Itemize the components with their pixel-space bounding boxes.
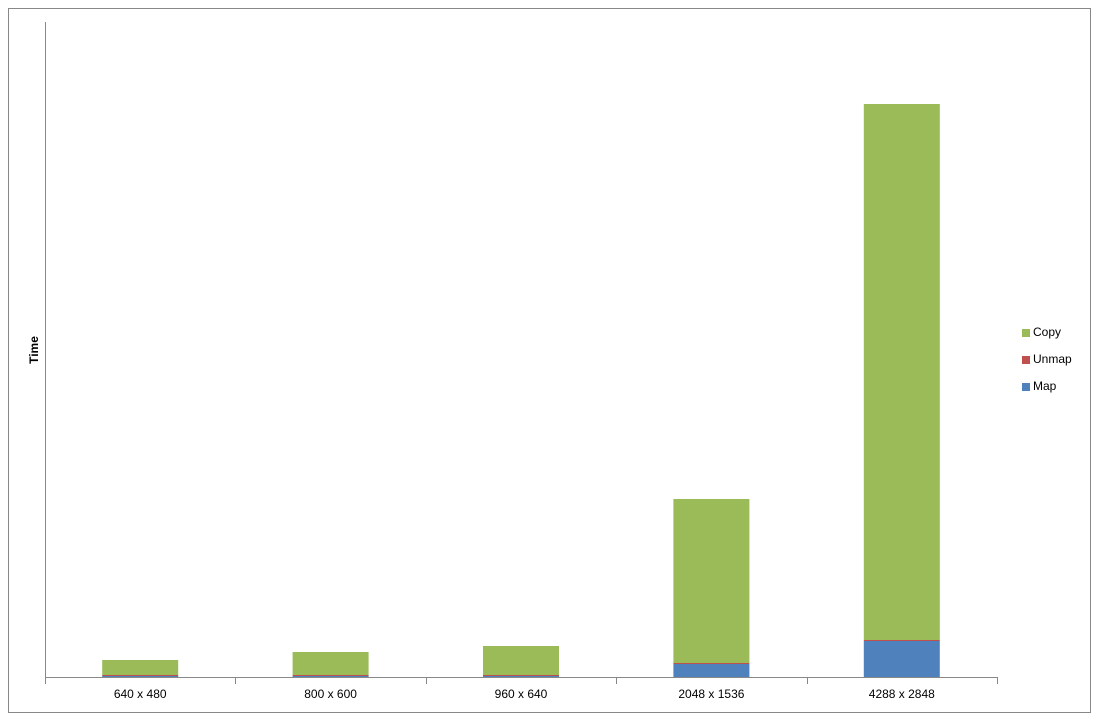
- bar-segment: [673, 663, 750, 664]
- bar-segment: [483, 676, 559, 677]
- legend-swatch: [1022, 383, 1030, 391]
- bar-segment: [483, 675, 559, 676]
- bar-segment: [863, 641, 940, 677]
- legend-label: Unmap: [1033, 352, 1072, 366]
- bar-segment: [292, 652, 369, 675]
- bar-segment: [673, 499, 750, 663]
- legend-label: Map: [1033, 379, 1057, 393]
- bar-segment: [863, 640, 940, 641]
- x-tick-label: 4288 x 2848: [869, 687, 935, 701]
- y-axis-title: Time: [27, 336, 41, 364]
- bar-segment: [292, 675, 369, 676]
- legend-label: Copy: [1033, 325, 1061, 339]
- bar-segment: [102, 660, 179, 675]
- bar-segment: [673, 664, 750, 677]
- bar-segment: [102, 676, 179, 677]
- x-tick-label: 960 x 640: [495, 687, 548, 701]
- x-tick-label: 640 x 480: [114, 687, 167, 701]
- bar-segment: [102, 675, 179, 676]
- bar-segment: [863, 104, 940, 640]
- bar-segment: [483, 646, 559, 675]
- legend-swatch: [1022, 356, 1030, 364]
- x-tick-label: 800 x 600: [304, 687, 357, 701]
- legend-swatch: [1022, 329, 1030, 337]
- x-tick-label: 2048 x 1536: [678, 687, 744, 701]
- bar-segment: [292, 676, 369, 677]
